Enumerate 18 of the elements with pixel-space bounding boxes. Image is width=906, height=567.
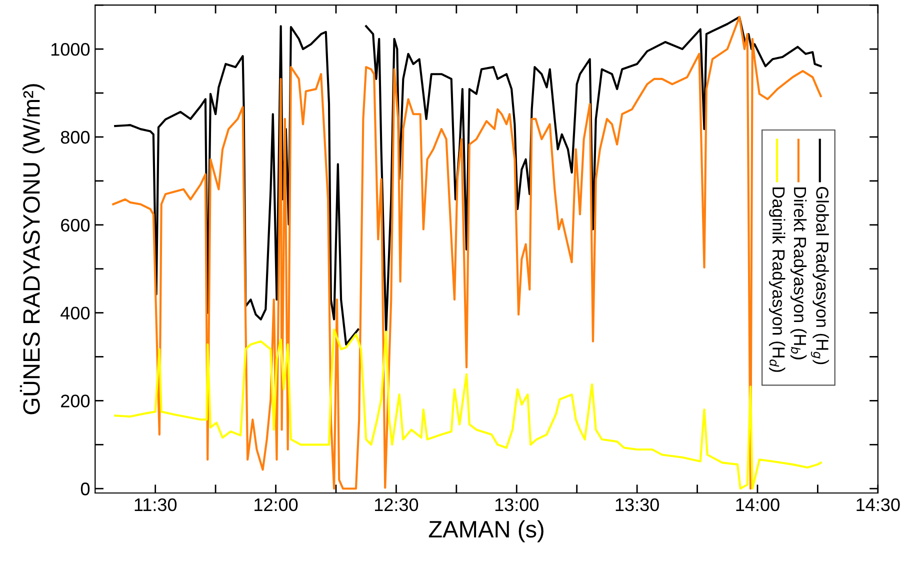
y-tick-label: 200 <box>61 394 90 408</box>
x-tick-label: 12:00 <box>254 498 298 512</box>
x-tick-label: 11:30 <box>134 498 177 512</box>
x-axis-title: ZAMAN (s) <box>428 520 544 542</box>
y-tick-label: 0 <box>80 482 90 496</box>
y-tick-label: 1000 <box>51 42 90 56</box>
legend-label: Direkt Radyasyon (H$_{b}$) <box>790 188 807 360</box>
y-tick-label: 800 <box>60 130 90 144</box>
x-tick-label: 13:30 <box>616 498 659 512</box>
x-tick-label: 14:00 <box>736 498 780 512</box>
legend-label: Global Radyasyon (H$_{g}$) <box>810 186 829 364</box>
x-tick-label: 13:00 <box>495 498 539 512</box>
y-axis-title: GÜNES RADYASYONU (W/m²) <box>20 84 45 414</box>
y-tick-label: 400 <box>60 306 90 320</box>
x-tick-label: 12:30 <box>374 498 418 512</box>
x-tick-label: 14:30 <box>856 498 900 512</box>
y-tick-label: 600 <box>61 218 90 232</box>
legend-label: Daginik Radyasyon (H$_{d}$) <box>769 188 786 372</box>
